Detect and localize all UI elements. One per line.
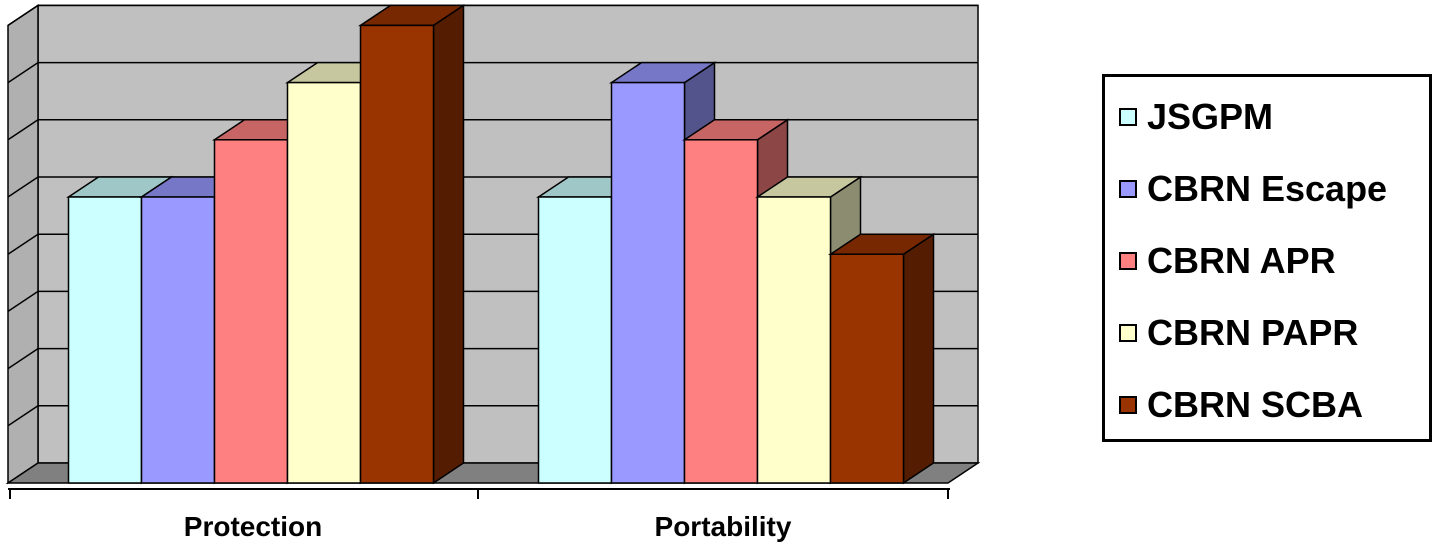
legend-item-cbrn-papr: CBRN PAPR: [1119, 312, 1359, 353]
gridline: [7, 119, 39, 141]
gridline: [7, 405, 39, 427]
gridline: [7, 347, 39, 370]
legend-swatch: [1119, 324, 1137, 342]
legend-item-cbrn-escape: CBRN Escape: [1119, 168, 1388, 209]
x-tick-label-portability: Portability: [655, 511, 792, 542]
legend-swatch: [1119, 396, 1137, 414]
x-tick-label-protection: Protection: [184, 511, 322, 542]
gridline: [7, 61, 39, 84]
legend-item-cbrn-apr: CBRN APR: [1119, 240, 1336, 281]
x-axis: Protection Portability: [8, 488, 950, 542]
legend-label: CBRN SCBA: [1147, 384, 1363, 425]
bar-cbrn-scba-portability: [828, 232, 936, 485]
gridline: [7, 233, 39, 255]
legend-item-cbrn-scba: CBRN SCBA: [1119, 384, 1363, 425]
legend-swatch: [1119, 180, 1137, 198]
legend-label: JSGPM: [1147, 96, 1274, 137]
legend-swatch: [1119, 252, 1137, 270]
gridline: [7, 290, 39, 313]
legend-swatch: [1119, 108, 1137, 126]
chart-legend: JSGPM CBRN Escape CBRN APR CBRN PAPR CBRN SC…: [1102, 74, 1432, 442]
legend-label: CBRN Escape: [1147, 168, 1388, 209]
gridline: [7, 176, 39, 198]
chart-plot: Protection Portability: [5, 3, 981, 542]
legend-item-jsgpm: JSGPM: [1119, 96, 1274, 137]
legend-label: CBRN APR: [1147, 240, 1336, 281]
bars: [66, 3, 936, 485]
bar-cbrn-scba-protection: [358, 3, 466, 485]
legend-label: CBRN PAPR: [1147, 312, 1359, 353]
gridline: [7, 4, 39, 27]
